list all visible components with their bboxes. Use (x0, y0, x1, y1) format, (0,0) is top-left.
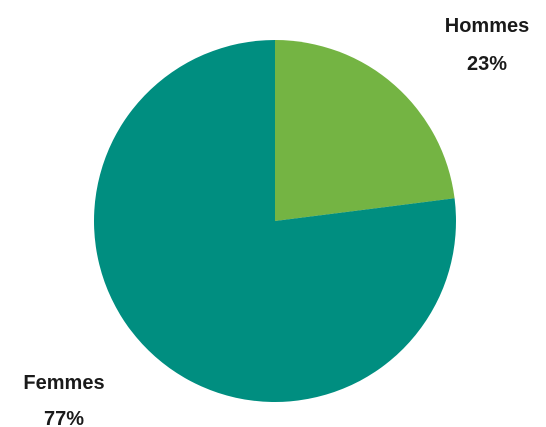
slice-label-hommes-name: Hommes (445, 15, 529, 37)
pie-slice-hommes (275, 40, 455, 221)
pie-slice-femmes (93, 40, 456, 402)
slice-label-femmes-percent: 77% (44, 408, 84, 427)
slice-label-femmes-name: Femmes (23, 372, 104, 394)
pie-slices (93, 40, 456, 402)
slice-label-hommes-percent: 23% (467, 53, 507, 75)
